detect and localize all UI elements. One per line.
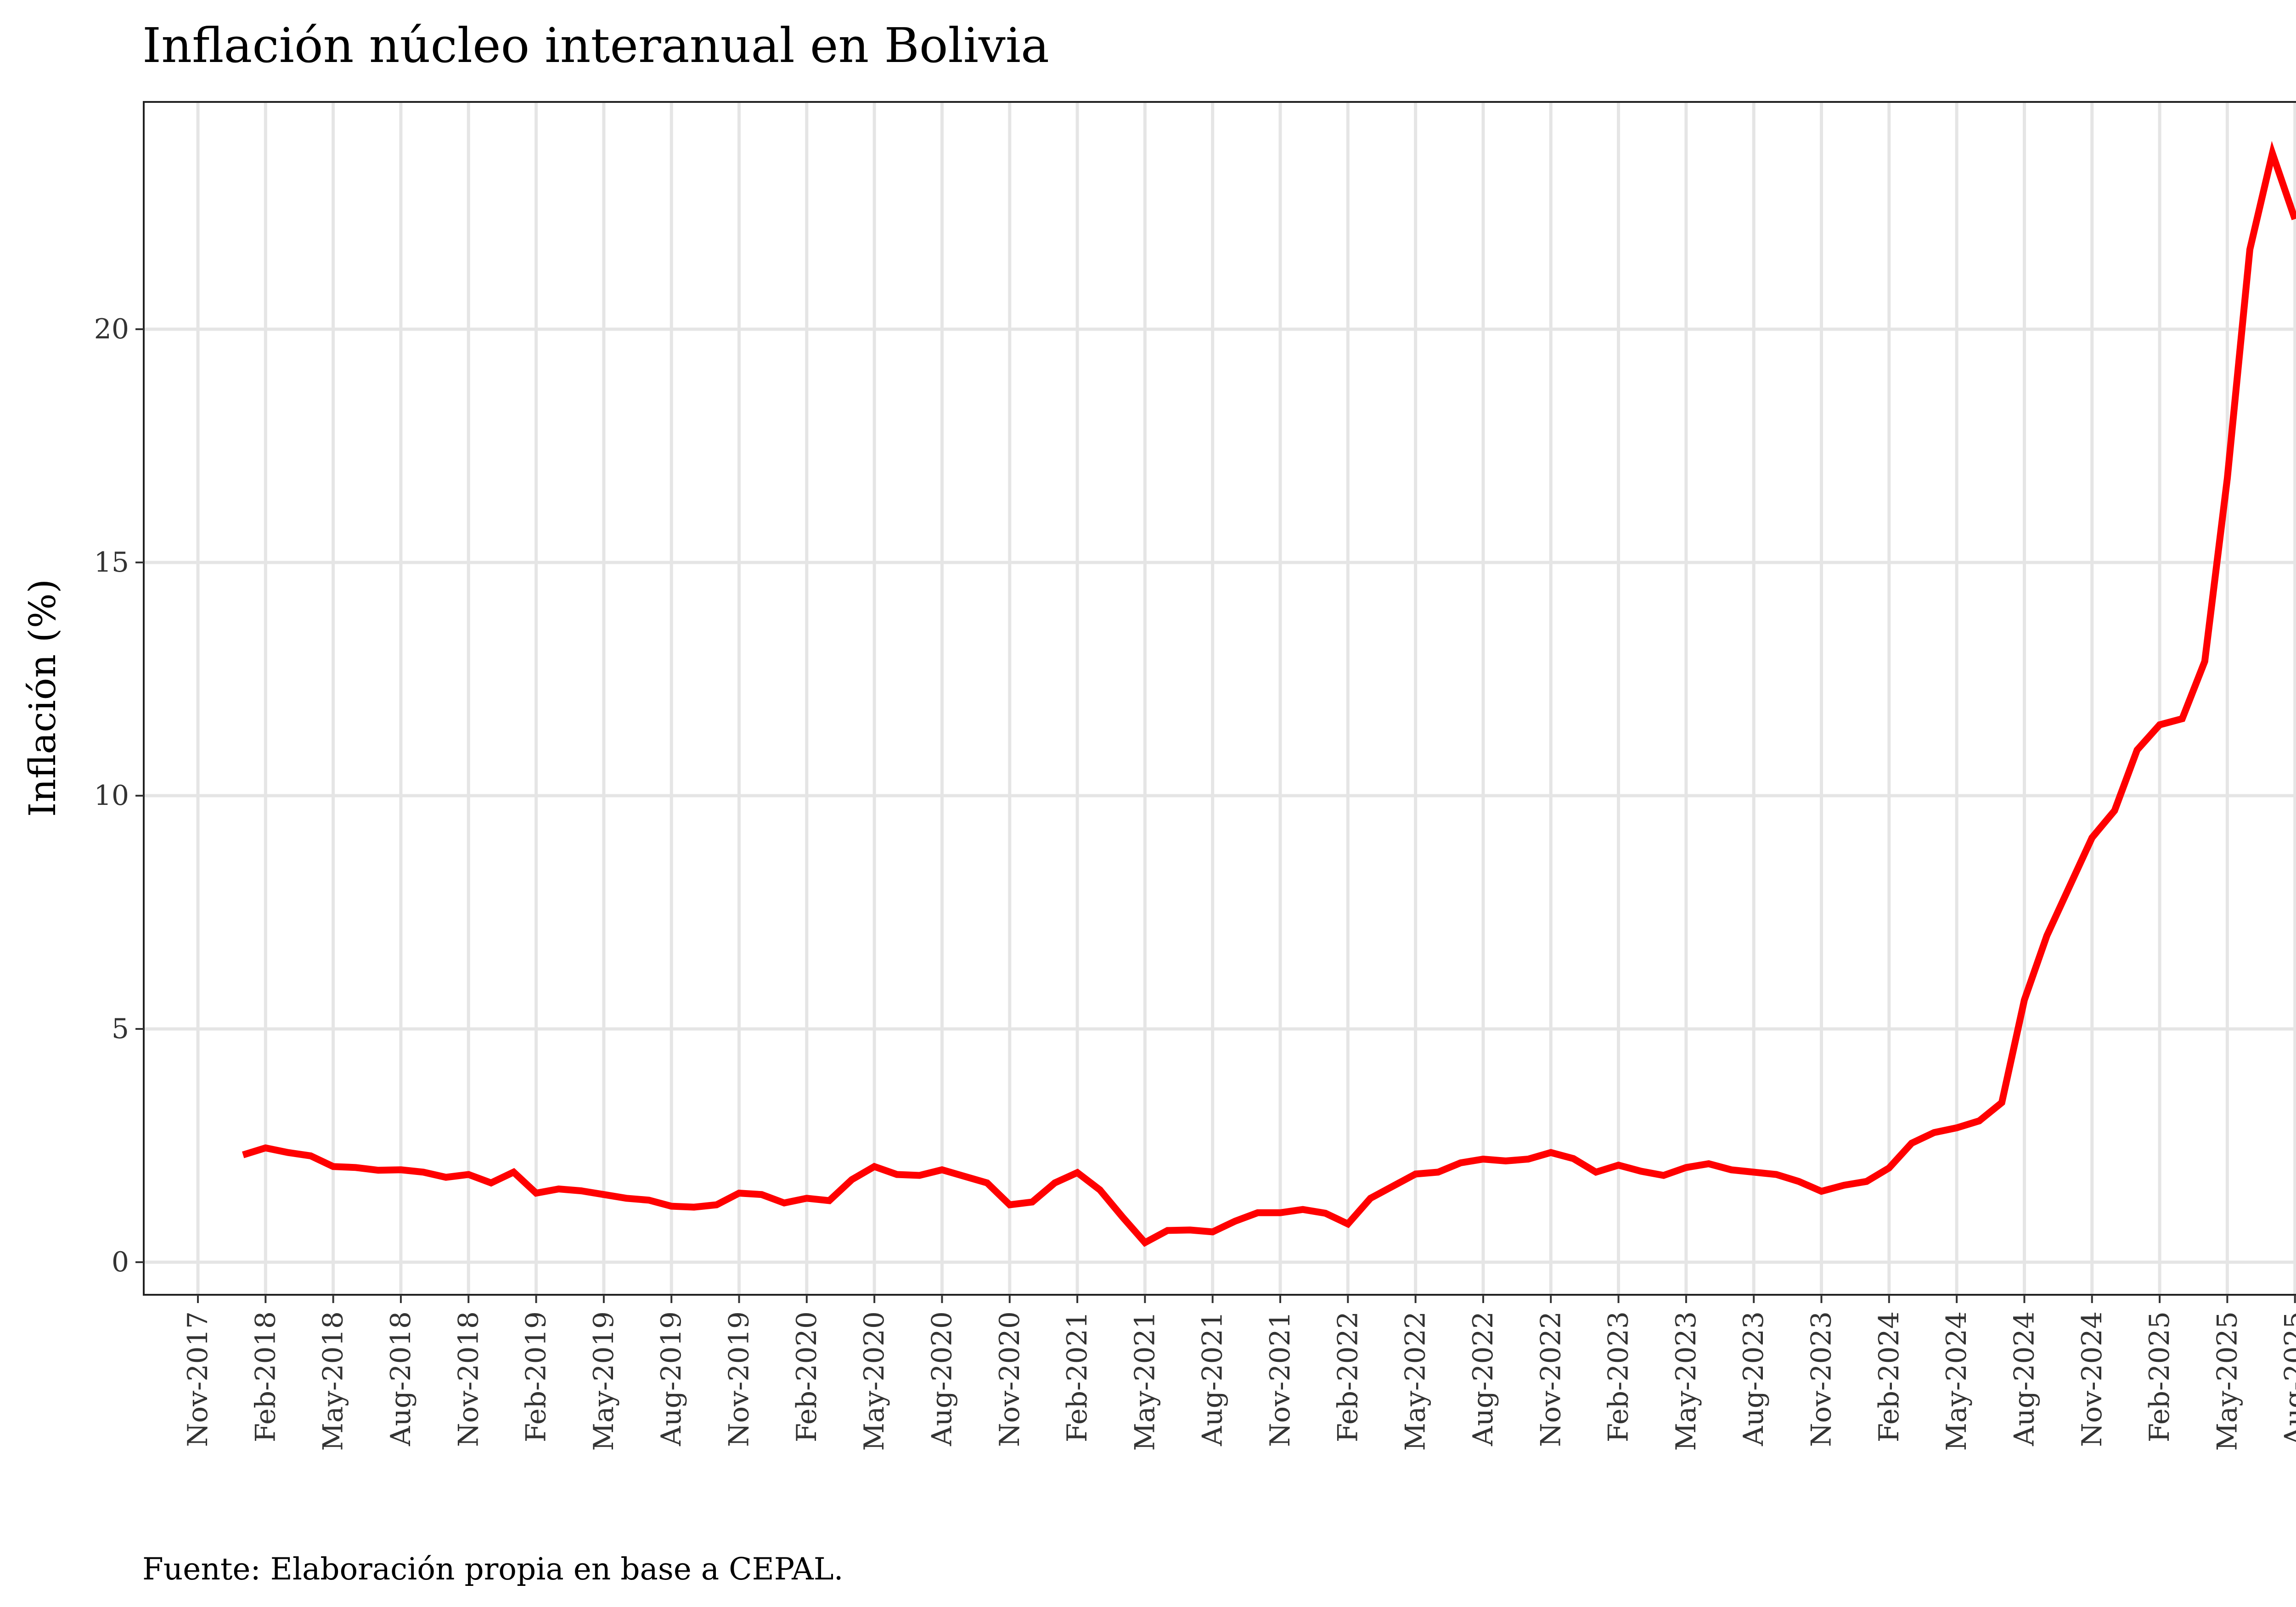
x-tick-label: Feb-2019	[520, 1311, 552, 1442]
x-tick-label: Aug-2020	[926, 1311, 958, 1446]
x-tick-label: Feb-2022	[1332, 1311, 1364, 1442]
y-tick-label: 10	[94, 780, 129, 812]
x-tick-label: Aug-2023	[1738, 1311, 1770, 1446]
y-tick-label: 0	[112, 1246, 129, 1278]
x-tick-label: Feb-2023	[1603, 1311, 1635, 1442]
x-tick-label: May-2023	[1670, 1311, 1702, 1451]
x-tick-label: May-2019	[588, 1311, 620, 1451]
series-line	[242, 140, 2296, 1247]
series-layer	[242, 140, 2296, 1247]
x-tick-label: May-2018	[317, 1311, 349, 1451]
x-tick-label: Nov-2022	[1535, 1311, 1567, 1447]
x-tick-label: Feb-2018	[249, 1311, 281, 1442]
x-tick-label: Feb-2021	[1061, 1311, 1093, 1442]
x-axis: Nov-2017 Feb-2018 May-2018 Aug-2018 Nov-2018…	[182, 1295, 2296, 1451]
x-tick-label: Feb-2025	[2144, 1311, 2176, 1442]
x-tick-label: Aug-2022	[1467, 1311, 1499, 1446]
x-tick-label: Aug-2019	[655, 1311, 687, 1446]
x-tick-label: Nov-2018	[452, 1311, 484, 1447]
x-tick-label: Feb-2020	[791, 1311, 823, 1442]
x-tick-label: Nov-2021	[1264, 1311, 1296, 1447]
x-tick-label: Nov-2017	[182, 1311, 214, 1447]
y-axis-label: Inflación (%)	[21, 579, 64, 817]
x-tick-label: May-2024	[1941, 1311, 1973, 1451]
chart-caption: Fuente: Elaboración propia en base a CEP…	[142, 1551, 844, 1587]
x-tick-label: May-2020	[858, 1311, 890, 1451]
x-tick-label: Nov-2020	[994, 1311, 1026, 1447]
x-tick-label: Nov-2023	[1806, 1311, 1838, 1447]
x-tick-label: Aug-2024	[2008, 1311, 2040, 1446]
x-tick-label: May-2025	[2211, 1311, 2243, 1451]
x-tick-label: Nov-2024	[2076, 1311, 2108, 1447]
y-axis: 0 5 10 15 20	[94, 313, 144, 1278]
x-tick-label: Nov-2019	[723, 1311, 755, 1447]
x-tick-label: Aug-2025	[2279, 1311, 2296, 1446]
x-tick-label: May-2021	[1129, 1311, 1161, 1451]
x-tick-label: Feb-2024	[1873, 1311, 1905, 1442]
y-tick-label: 20	[94, 313, 129, 345]
x-tick-label: Aug-2021	[1197, 1311, 1229, 1446]
plot-panel-border	[143, 101, 2296, 1296]
y-tick-label: 5	[112, 1013, 129, 1045]
grid-lines	[144, 102, 2296, 1295]
x-tick-label: Aug-2018	[385, 1311, 417, 1446]
x-tick-label: May-2022	[1400, 1311, 1432, 1451]
chart-title: Inflación núcleo interanual en Bolivia	[142, 17, 1049, 73]
y-tick-label: 15	[94, 546, 129, 579]
